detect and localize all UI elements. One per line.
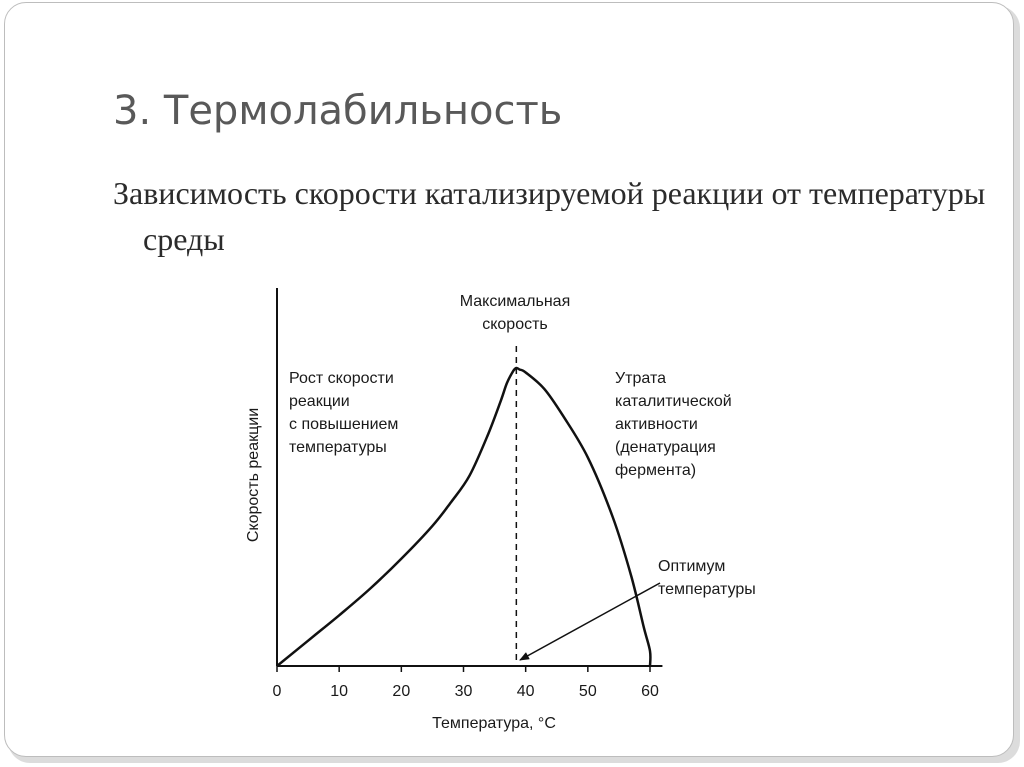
max-rate-annotation: Максимальная скорость [460, 293, 571, 333]
x-tick-label: 20 [392, 683, 410, 700]
optimum-annotation: Оптимум температуры [658, 558, 756, 598]
optimum-arrow [519, 582, 661, 661]
x-tick-label: 10 [330, 683, 348, 700]
loss-annotation: Утрата каталитической активности (денатурац… [615, 370, 732, 479]
x-tick-label: 40 [517, 683, 535, 700]
x-tick-label: 0 [273, 683, 282, 700]
growth-annotation: Рост скорости реакции с повышением температ… [289, 370, 398, 456]
x-axis-label: Температура, °C [432, 715, 556, 732]
x-tick-label: 50 [579, 683, 597, 700]
y-axis-label: Скорость реакции [245, 408, 262, 542]
x-tick-label: 30 [455, 683, 473, 700]
slide-subtitle: Зависимость скорости катализируемой реак… [113, 175, 986, 257]
x-tick-label: 60 [641, 683, 659, 700]
rate-curve [276, 366, 652, 667]
slide-title: 3. Термолабильность [113, 88, 563, 134]
